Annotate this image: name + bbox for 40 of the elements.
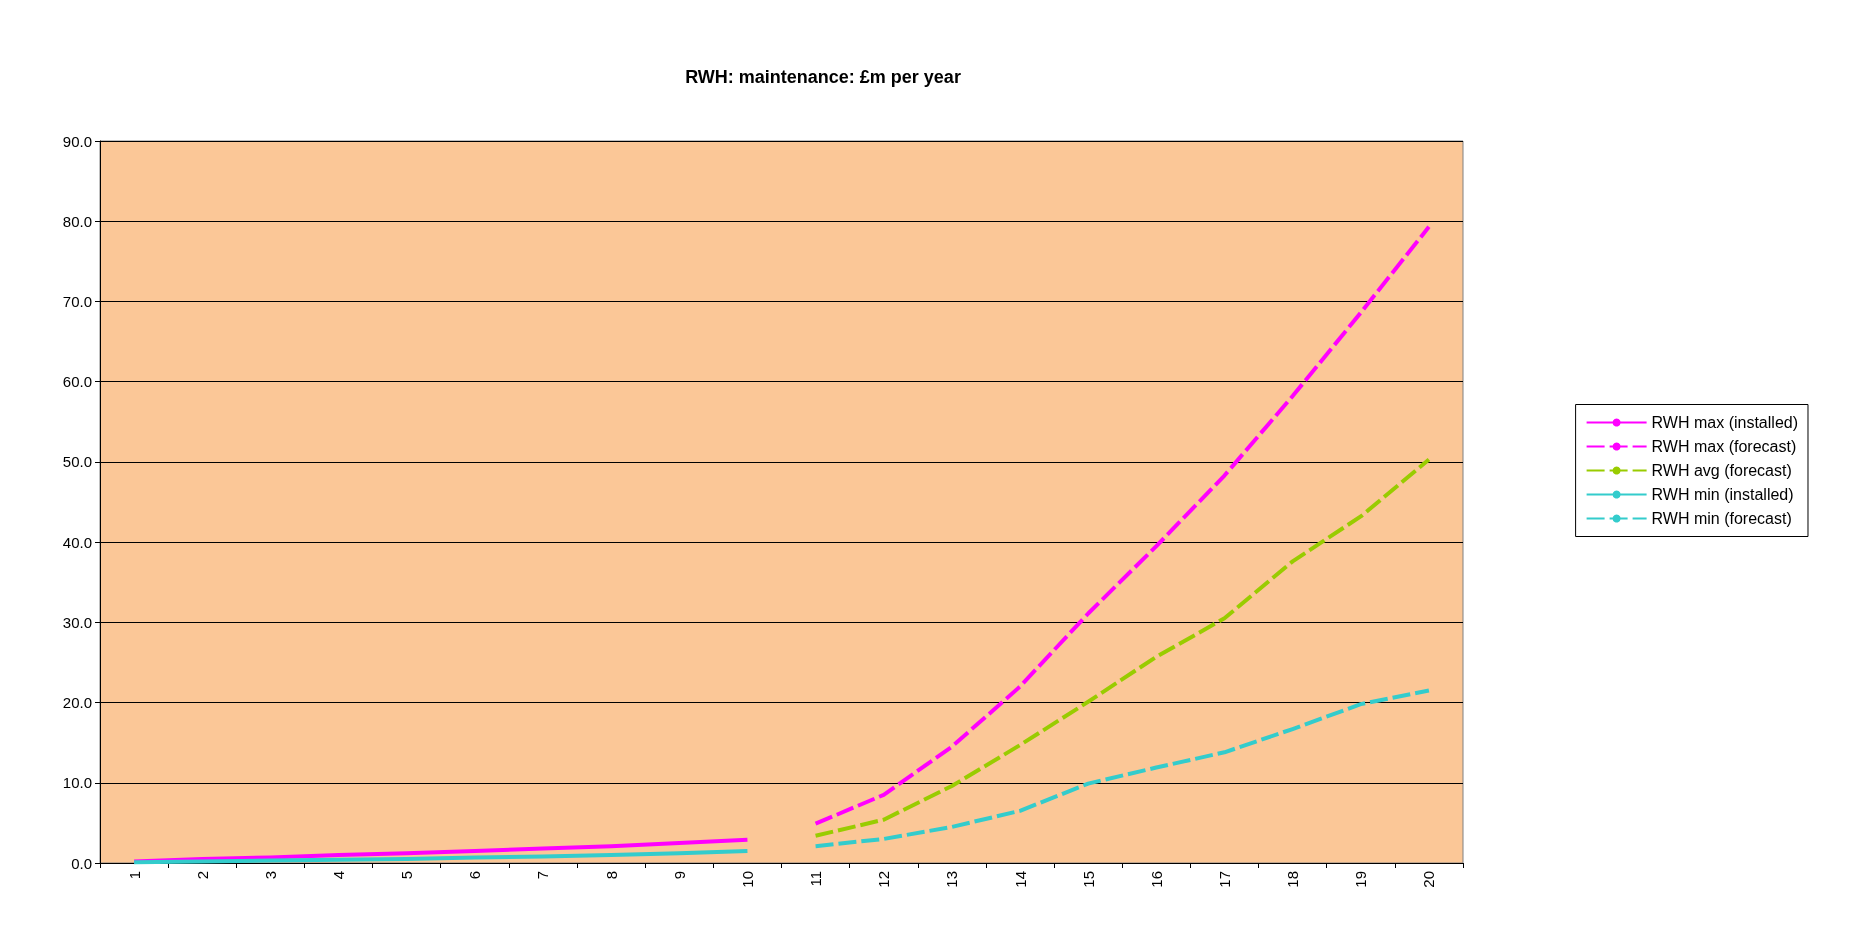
x-tick-label: 7 (534, 871, 552, 880)
x-tick-label: 12 (875, 871, 893, 888)
line-series (813, 688, 1431, 849)
y-tick-label: 40.0 (62, 533, 92, 551)
y-tick-label: 30.0 (62, 613, 92, 631)
y-tick-label: 50.0 (62, 453, 92, 471)
x-tick-label: 15 (1079, 871, 1097, 888)
x-tick-label: 5 (398, 871, 416, 880)
y-tick-label: 10.0 (62, 774, 92, 792)
x-tick-label: 4 (330, 871, 348, 880)
x-tick-label: 11 (807, 871, 825, 887)
x-tick-label: 19 (1352, 871, 1370, 888)
y-tick-label: 70.0 (62, 292, 92, 310)
y-tick-label: 90.0 (62, 132, 92, 150)
legend-label: RWH min (forecast) (1651, 510, 1792, 527)
legend-label: RWH max (installed) (1651, 414, 1799, 431)
line-series (132, 848, 750, 865)
x-tick-label: 18 (1284, 871, 1302, 888)
chart-title: RWH: maintenance: £m per year (685, 67, 961, 87)
y-tick-label: 60.0 (62, 373, 92, 391)
x-tick-label: 6 (466, 871, 484, 880)
x-tick-label: 14 (1011, 871, 1029, 888)
x-tick-label: 2 (193, 871, 211, 880)
x-tick-label: 1 (125, 871, 143, 880)
line-series (813, 224, 1431, 826)
y-tick-label: 20.0 (62, 694, 92, 712)
x-tick-label: 13 (943, 871, 961, 888)
x-tick-label: 16 (1147, 871, 1165, 888)
legend-label: RWH max (forecast) (1651, 438, 1797, 455)
x-tick-label: 3 (261, 871, 279, 880)
legend-label: RWH avg (forecast) (1651, 462, 1792, 479)
x-tick-label: 8 (602, 871, 620, 880)
x-tick-label: 20 (1420, 871, 1438, 888)
x-tick-label: 17 (1215, 871, 1233, 888)
x-tick-label: 10 (738, 871, 756, 888)
line-series (813, 457, 1431, 838)
y-tick-label: 0.0 (71, 854, 92, 872)
y-tick-label: 80.0 (62, 212, 92, 230)
x-tick-label: 9 (670, 871, 688, 880)
legend-label: RWH min (installed) (1651, 486, 1794, 503)
